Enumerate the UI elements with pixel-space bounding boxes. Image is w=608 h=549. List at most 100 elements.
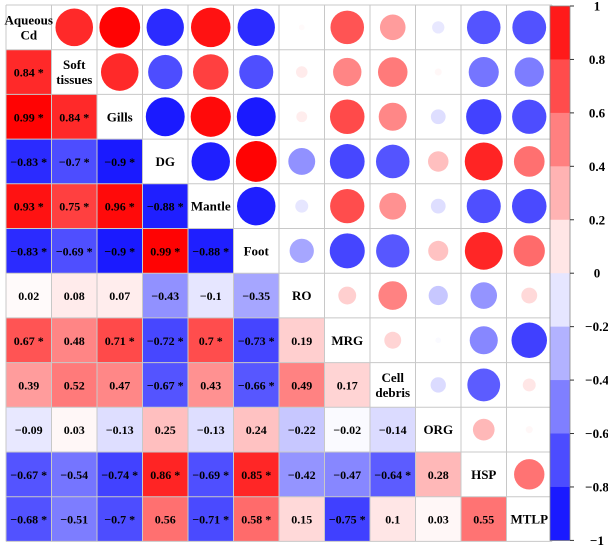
correlation-circle: [192, 54, 229, 90]
coefficient-label: −0.69 *: [56, 244, 93, 258]
value-cell: [6, 273, 52, 318]
correlation-circle: [466, 189, 501, 224]
value-cell: [97, 228, 143, 274]
variable-label: Aqueous: [5, 12, 53, 27]
coefficient-label: 0.85 *: [241, 468, 271, 482]
value-cell: [279, 407, 325, 452]
value-cell: [233, 362, 279, 408]
coefficient-label: −0.88 *: [192, 244, 229, 258]
variable-label: debris: [375, 385, 410, 400]
value-cell: [6, 317, 52, 363]
coefficient-label: −0.71 *: [192, 513, 229, 527]
value-cell: [233, 496, 279, 542]
coefficient-label: −0.54: [60, 468, 88, 482]
value-cell: [324, 496, 370, 542]
colorbar-segment: [550, 326, 570, 381]
value-cell: [97, 452, 143, 497]
value-cell: [51, 452, 97, 497]
value-cell: [279, 317, 325, 363]
value-cell: [51, 362, 97, 408]
coefficient-label: −0.13: [106, 423, 134, 437]
variable-label: ORG: [423, 422, 453, 437]
correlation-circle: [514, 57, 544, 87]
colorbar-tick-label: 0.8: [589, 52, 606, 67]
value-cell: [51, 317, 97, 363]
correlation-circle: [330, 10, 365, 45]
value-cell: [142, 362, 188, 408]
coefficient-label: 0.1: [385, 513, 400, 527]
colorbar-tick-label: 0.2: [589, 212, 605, 227]
grid-lines: [5, 4, 553, 542]
colorbar-segment: [550, 219, 570, 274]
correlation-circle: [99, 6, 141, 48]
correlation-circle: [466, 10, 501, 45]
colorbar-tick-label: −0.2: [585, 319, 608, 334]
correlation-circle: [525, 426, 533, 434]
coefficient-label: 0.28: [428, 468, 449, 482]
correlation-circle: [470, 282, 498, 309]
correlation-circle: [375, 144, 410, 179]
value-cell: [6, 49, 52, 95]
value-cell: [51, 407, 97, 452]
value-cell: [233, 273, 279, 318]
correlation-circle: [464, 142, 503, 181]
coefficient-label: −0.66 *: [238, 378, 275, 392]
colorbar-segment: [550, 112, 570, 167]
value-cell: [51, 183, 97, 229]
value-cell: [142, 183, 188, 229]
coefficient-label: −0.88 *: [147, 200, 184, 214]
correlation-circle: [435, 337, 442, 344]
colorbar-tick-label: 0: [594, 266, 601, 281]
correlation-circle: [430, 377, 446, 393]
value-cell: [461, 496, 507, 542]
colorbar-segment: [550, 486, 570, 541]
value-cell: [142, 496, 188, 542]
correlation-circle: [512, 99, 547, 134]
coefficient-label: 0.52: [64, 378, 85, 392]
coefficient-label: 0.67 *: [14, 334, 44, 348]
correlation-circle: [288, 148, 316, 175]
coefficient-label: −0.47: [333, 468, 361, 482]
value-cell: [188, 317, 234, 363]
correlation-circle: [512, 10, 547, 45]
coefficient-label: 0.7 *: [199, 334, 223, 348]
colorbar-tick-label: 0.4: [589, 159, 606, 174]
correlation-circle: [329, 233, 365, 269]
coefficient-label: −0.73 *: [238, 334, 275, 348]
coefficient-label: 0.03: [428, 513, 449, 527]
correlation-circle: [237, 186, 276, 226]
coefficient-label: −0.9 *: [104, 155, 135, 169]
correlation-circle: [376, 234, 410, 268]
value-cell: [97, 183, 143, 229]
coefficient-label: −0.9 *: [104, 244, 135, 258]
value-cell: [51, 228, 97, 274]
colorbar-tick-label: −0.6: [585, 426, 608, 441]
variable-label: Cell: [382, 370, 405, 385]
coefficient-label: −0.7 *: [104, 513, 135, 527]
coefficient-label: 0.75 *: [59, 200, 89, 214]
value-cell: [6, 407, 52, 452]
colorbar-tick-label: 0.6: [589, 105, 606, 120]
correlation-circle: [379, 192, 407, 220]
correlation-circle: [239, 55, 274, 90]
correlation-circle: [522, 378, 536, 392]
correlation-circle: [148, 54, 183, 90]
coefficient-label: 0.49: [291, 378, 312, 392]
correlation-circle: [295, 66, 308, 78]
value-cell: [51, 496, 97, 542]
correlation-circle: [330, 188, 365, 224]
correlation-circle: [100, 53, 139, 91]
variable-label: tissues: [56, 72, 92, 87]
coefficient-label: −0.43: [151, 289, 179, 303]
value-cell: [233, 452, 279, 497]
correlation-circle: [145, 97, 185, 137]
coefficient-label: 0.02: [18, 289, 39, 303]
value-cell: [51, 139, 97, 184]
value-cell: [188, 407, 234, 452]
colorbar-segment: [550, 433, 570, 488]
value-cell: [415, 452, 461, 497]
value-cell: [142, 228, 188, 274]
value-cell: [97, 496, 143, 542]
coefficient-label: −0.22: [288, 423, 316, 437]
value-cell: [6, 362, 52, 408]
